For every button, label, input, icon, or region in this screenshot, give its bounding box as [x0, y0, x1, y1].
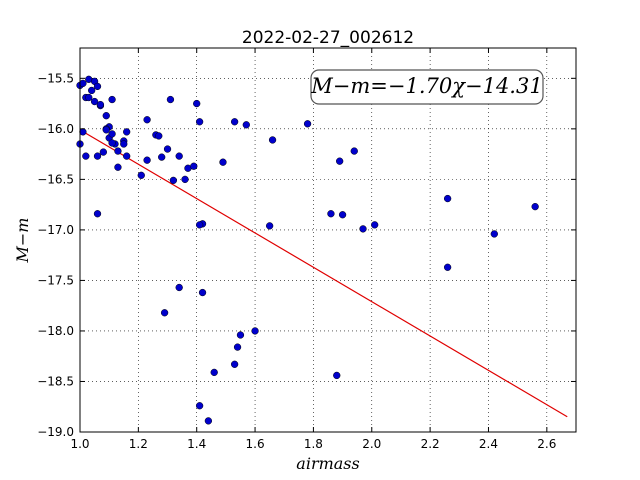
data-point — [108, 130, 116, 138]
y-tick-label: −16.0 — [37, 122, 74, 136]
fit-line-group — [79, 129, 568, 418]
data-point — [88, 86, 96, 95]
data-point — [93, 152, 102, 160]
x-tick-label: 1.2 — [129, 437, 148, 451]
y-tick-label: −19.0 — [37, 425, 74, 439]
data-point — [108, 95, 116, 104]
data-point — [155, 132, 163, 140]
data-point — [230, 118, 239, 126]
data-point — [85, 93, 93, 102]
y-tick-label: −18.5 — [37, 374, 74, 388]
x-tick-label: 1.6 — [246, 437, 265, 451]
data-point — [163, 145, 172, 153]
data-point — [158, 153, 166, 161]
x-axis-label: airmass — [296, 454, 359, 473]
data-point — [102, 112, 110, 120]
data-point — [303, 120, 312, 128]
data-point — [169, 176, 178, 185]
data-point — [268, 136, 277, 144]
data-point — [236, 331, 245, 339]
data-point — [123, 128, 131, 136]
y-tick-label: −17.5 — [37, 273, 74, 287]
data-point — [195, 118, 204, 126]
y-tick-label: −16.5 — [37, 172, 74, 186]
data-point — [90, 97, 99, 106]
data-point — [193, 99, 201, 108]
axes-frame — [79, 47, 577, 433]
data-point — [102, 126, 110, 134]
data-point — [219, 158, 227, 166]
data-point — [160, 309, 169, 317]
data-point — [166, 95, 175, 104]
data-point — [195, 221, 204, 229]
data-point — [371, 221, 379, 229]
data-point — [120, 140, 128, 148]
data-point — [190, 162, 198, 170]
data-point — [490, 230, 498, 238]
plot-area — [80, 48, 576, 432]
data-point — [143, 156, 151, 164]
fit-line — [79, 129, 568, 418]
data-point — [242, 121, 250, 129]
data-point — [204, 417, 213, 425]
y-axis-label: M−m — [13, 218, 32, 264]
data-point — [96, 100, 105, 109]
data-point — [137, 171, 145, 179]
data-point — [79, 79, 87, 88]
y-tick-label: −15.5 — [37, 71, 74, 85]
data-point — [443, 194, 452, 203]
chart-title: 2022-02-27_002612 — [242, 28, 414, 48]
data-point — [230, 360, 239, 368]
data-point — [359, 225, 367, 233]
data-point — [181, 175, 189, 184]
x-tick-label: 1.0 — [70, 437, 89, 451]
x-tick-label: 2.4 — [479, 437, 498, 451]
data-point — [79, 128, 87, 136]
data-point — [338, 211, 347, 219]
data-point — [265, 222, 274, 230]
equation-annotation: M−m=−1.70χ−14.31 — [310, 69, 544, 105]
data-point — [233, 343, 242, 351]
data-point — [123, 152, 131, 160]
x-tick-label: 1.8 — [304, 437, 323, 451]
data-point — [175, 152, 183, 160]
data-point — [175, 283, 183, 292]
data-point — [210, 368, 218, 377]
data-point — [82, 152, 90, 160]
y-tick-label: −18.0 — [37, 324, 74, 338]
data-point — [195, 402, 204, 410]
data-point — [108, 139, 116, 147]
x-tick-label: 2.6 — [537, 437, 556, 451]
data-point — [251, 327, 259, 335]
data-point — [114, 163, 122, 171]
data-point — [93, 210, 102, 218]
y-tick-label: −17.0 — [37, 223, 74, 237]
data-point — [336, 157, 344, 165]
data-point — [198, 288, 207, 297]
data-point — [114, 147, 122, 155]
fit-equation: M−m=−1.70χ−14.31 — [310, 74, 542, 98]
data-point — [350, 147, 358, 155]
data-point — [143, 116, 151, 124]
x-tick-label: 2.0 — [362, 437, 381, 451]
data-point — [531, 203, 539, 211]
data-point — [333, 371, 341, 380]
data-point — [327, 210, 335, 218]
axis-ticks: 1.0 1.2 1.4 1.6 1.8 2.0 2.2 2.4 2.6 −15.5 −16.0 −16… — [37, 48, 576, 451]
data-point — [93, 82, 102, 91]
data-point — [99, 148, 107, 156]
x-tick-label: 2.2 — [421, 437, 440, 451]
x-tick-label: 1.4 — [187, 437, 206, 451]
data-point — [443, 263, 452, 271]
annotation-box — [310, 69, 544, 105]
